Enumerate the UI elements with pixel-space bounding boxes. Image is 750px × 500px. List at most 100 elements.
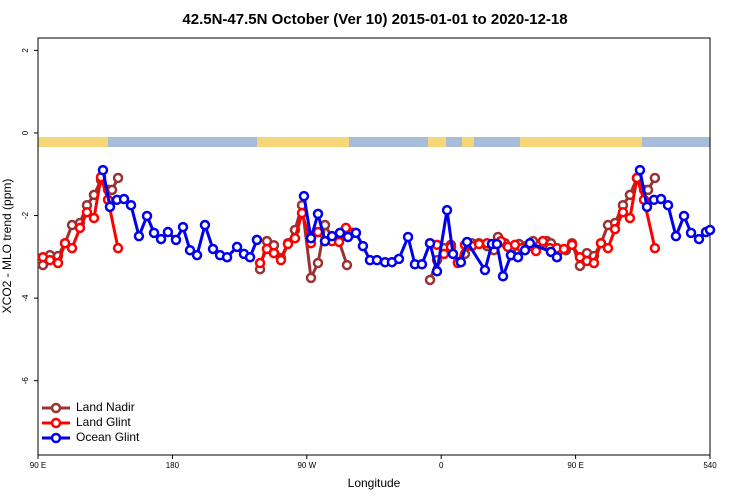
- data-point: [305, 232, 317, 244]
- data-point: [447, 248, 459, 260]
- legend-label: Ocean Glint: [76, 430, 140, 444]
- data-point: [106, 184, 118, 196]
- data-point: [289, 232, 301, 244]
- x-tick-label: 540: [703, 461, 717, 470]
- legend-marker: [50, 402, 62, 414]
- data-point: [455, 256, 467, 268]
- data-point: [282, 238, 294, 250]
- data-point: [207, 243, 219, 255]
- data-point: [305, 272, 317, 284]
- x-tick-label: 0: [439, 461, 444, 470]
- data-point: [177, 221, 189, 233]
- data-point: [52, 257, 64, 269]
- data-point: [441, 204, 453, 216]
- data-point: [141, 210, 153, 222]
- x-tick-label: 180: [166, 461, 180, 470]
- data-point: [221, 251, 233, 263]
- x-tick-label: 90 E: [567, 461, 583, 470]
- data-point: [184, 244, 196, 256]
- plot-frame: [37, 37, 711, 456]
- data-point: [251, 234, 263, 246]
- data-point: [298, 190, 310, 202]
- data-point: [371, 254, 383, 266]
- data-point: [44, 254, 56, 266]
- data-point: [424, 274, 436, 286]
- land-mask-strip: [38, 137, 710, 147]
- data-point: [424, 237, 436, 249]
- data-point: [74, 222, 86, 234]
- data-point: [634, 164, 646, 176]
- data-point: [670, 230, 682, 242]
- data-point: [479, 264, 491, 276]
- data-point: [112, 242, 124, 254]
- data-point: [393, 253, 405, 265]
- data-point: [170, 234, 182, 246]
- data-point: [112, 172, 124, 184]
- data-point: [162, 226, 174, 238]
- data-point: [244, 251, 256, 263]
- data-point: [231, 241, 243, 253]
- data-point: [268, 247, 280, 259]
- data-point: [649, 172, 661, 184]
- data-point: [595, 237, 607, 249]
- data-point: [402, 231, 414, 243]
- data-point: [334, 227, 346, 239]
- data-point: [275, 254, 287, 266]
- data-point: [649, 242, 661, 254]
- chart-title: 42.5N-47.5N October (Ver 10) 2015-01-01 …: [182, 11, 567, 28]
- data-point: [350, 227, 362, 239]
- data-point: [81, 206, 93, 218]
- data-point: [59, 237, 71, 249]
- legend-label: Land Nadir: [76, 400, 135, 414]
- data-point: [133, 230, 145, 242]
- data-point: [473, 238, 485, 250]
- data-point: [491, 238, 503, 250]
- data-point: [641, 201, 653, 213]
- data-point: [609, 223, 621, 235]
- data-point: [357, 240, 369, 252]
- x-tick-label: 90 E: [30, 461, 46, 470]
- y-tick-label: -2: [21, 211, 30, 219]
- data-point: [551, 251, 563, 263]
- x-axis-label: Longitude: [348, 476, 401, 490]
- data-point: [512, 251, 524, 263]
- data-point: [342, 231, 354, 243]
- legend-marker: [50, 432, 62, 444]
- data-point: [693, 233, 705, 245]
- y-tick-label: -4: [21, 294, 30, 302]
- data-point: [319, 235, 331, 247]
- y-tick-label: 2: [21, 48, 30, 53]
- data-point: [416, 259, 428, 270]
- data-point: [191, 249, 203, 261]
- data-point: [678, 210, 690, 222]
- data-point: [602, 242, 614, 254]
- data-point: [431, 266, 443, 277]
- data-point: [125, 199, 137, 211]
- data-point: [704, 224, 716, 236]
- data-point: [312, 257, 324, 269]
- data-point: [66, 242, 78, 254]
- data-point: [148, 227, 160, 239]
- data-point: [461, 236, 473, 248]
- data-point: [118, 193, 130, 205]
- data-point: [524, 237, 536, 249]
- y-axis-label: XCO2 - MLO trend (ppm): [0, 179, 14, 314]
- y-tick-label: 0: [21, 130, 30, 135]
- data-point: [254, 257, 266, 269]
- data-point: [558, 243, 570, 255]
- data-point: [617, 206, 629, 218]
- data-point: [662, 199, 674, 211]
- data-point: [685, 227, 697, 239]
- data-point: [88, 212, 100, 224]
- data-point: [497, 270, 509, 282]
- data-point: [624, 212, 636, 224]
- y-tick-label: -6: [21, 377, 30, 385]
- data-point: [566, 239, 578, 251]
- data-point: [97, 164, 109, 176]
- data-point: [155, 233, 167, 245]
- legend-marker: [50, 417, 62, 429]
- data-point: [519, 244, 531, 256]
- legend-label: Land Glint: [76, 415, 131, 429]
